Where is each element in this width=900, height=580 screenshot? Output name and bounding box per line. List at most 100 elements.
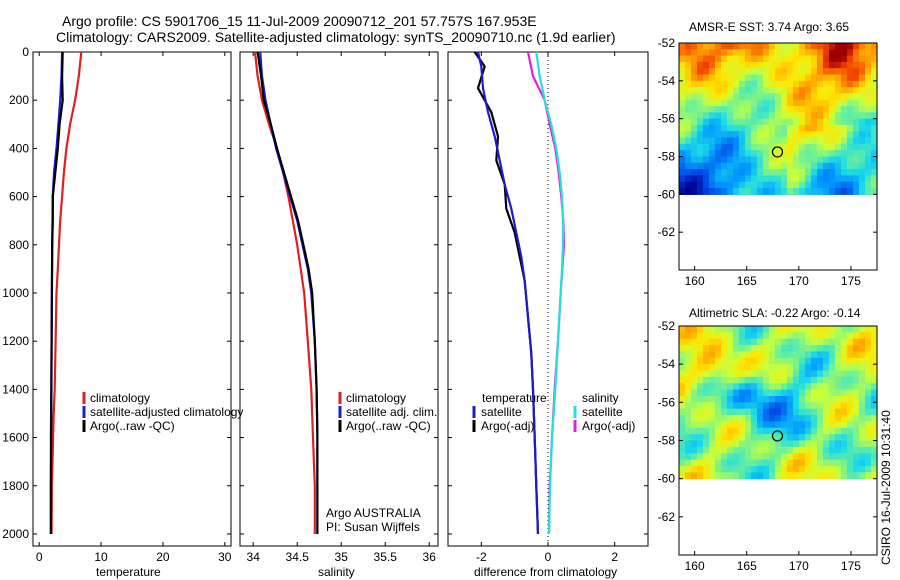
- xtick-label: 0: [545, 550, 552, 564]
- map-cell: [781, 43, 788, 50]
- map-cell: [835, 459, 842, 467]
- map-cell: [721, 80, 728, 88]
- map-cell: [817, 43, 824, 50]
- map-cell: [811, 465, 818, 473]
- map-cell: [715, 80, 722, 88]
- map-cell: [697, 345, 704, 353]
- map-cell: [811, 131, 818, 139]
- map-cell: [811, 402, 818, 410]
- map-cell: [805, 188, 812, 195]
- map-cell: [859, 169, 866, 177]
- map-cell: [841, 434, 848, 442]
- map-cell: [679, 87, 686, 95]
- map-cell: [697, 389, 704, 397]
- map-cell: [697, 175, 704, 183]
- map-cell: [805, 112, 812, 120]
- ytick-label: 400: [9, 141, 29, 155]
- map-cell: [721, 408, 728, 416]
- map-cell: [769, 175, 776, 183]
- map-cell: [793, 112, 800, 120]
- map-cell: [871, 68, 878, 76]
- map-cell: [847, 93, 854, 101]
- map-cell: [835, 131, 842, 139]
- xtick-label: 35: [335, 550, 349, 564]
- map-cell: [691, 440, 698, 448]
- map-cell: [853, 338, 860, 346]
- map-cell: [853, 389, 860, 397]
- temperature-axes-frame: [32, 51, 232, 547]
- map-cell: [739, 453, 746, 461]
- map-cell: [793, 150, 800, 158]
- map-cell: [841, 143, 848, 151]
- map-cell: [853, 472, 860, 480]
- map-cell: [817, 156, 824, 164]
- map-cell: [745, 465, 752, 473]
- map-cell: [679, 68, 686, 76]
- map-cell: [811, 99, 818, 107]
- map-cell: [817, 434, 824, 442]
- map-cell: [787, 87, 794, 95]
- map-cell: [751, 169, 758, 177]
- map-cell: [847, 427, 854, 435]
- map-cell: [703, 370, 710, 378]
- map-cell: [799, 472, 806, 480]
- map-cell: [727, 402, 734, 410]
- map-cell: [739, 169, 746, 177]
- map-cell: [793, 118, 800, 126]
- map-cell: [799, 87, 806, 95]
- map-cell: [709, 175, 716, 183]
- map-cell: [859, 383, 866, 391]
- map-cell: [757, 338, 764, 346]
- map-cell: [823, 162, 830, 170]
- map-cell: [721, 402, 728, 410]
- map-cell: [715, 106, 722, 113]
- map-cell: [823, 118, 830, 126]
- map-cell: [709, 143, 716, 151]
- map-cell: [757, 453, 764, 461]
- map-cell: [781, 383, 788, 391]
- map-cell: [841, 106, 848, 113]
- map-cell: [739, 181, 746, 189]
- map-cell: [835, 99, 842, 107]
- map-cell: [733, 68, 740, 76]
- map-cell: [757, 440, 764, 448]
- map-cell: [733, 156, 740, 164]
- argo-australia-note: Argo AUSTRALIA: [326, 506, 421, 520]
- map-cell: [865, 49, 872, 57]
- map-cell: [721, 150, 728, 158]
- map-cell: [697, 376, 704, 384]
- map-cell: [685, 453, 692, 461]
- map-cell: [805, 131, 812, 139]
- map-cell: [853, 345, 860, 353]
- map-cell: [859, 465, 866, 473]
- map-cell: [847, 345, 854, 353]
- map-cell: [685, 80, 692, 88]
- map-cell: [805, 376, 812, 384]
- map-cell: [709, 345, 716, 353]
- map-cell: [739, 112, 746, 120]
- map-cell: [853, 137, 860, 145]
- map-cell: [847, 446, 854, 454]
- map-cell: [805, 175, 812, 183]
- map-cell: [805, 332, 812, 340]
- map-cell: [793, 472, 800, 480]
- map-cell: [799, 351, 806, 359]
- map-cell: [793, 162, 800, 170]
- map-cell: [751, 472, 758, 480]
- map-cell: [769, 440, 776, 448]
- map-cell: [847, 370, 854, 378]
- map-cell: [769, 338, 776, 346]
- map-cell: [871, 332, 878, 340]
- map-cell: [835, 150, 842, 158]
- map-cell: [823, 68, 830, 76]
- map-cell: [709, 74, 716, 82]
- map-cell: [775, 68, 782, 76]
- map-cell: [829, 427, 836, 435]
- map-cell: [775, 376, 782, 384]
- map-cell: [859, 453, 866, 461]
- map-cell: [769, 446, 776, 454]
- map-cell: [841, 99, 848, 107]
- map-cell: [847, 415, 854, 423]
- map-cell: [745, 395, 752, 403]
- map-cell: [715, 395, 722, 403]
